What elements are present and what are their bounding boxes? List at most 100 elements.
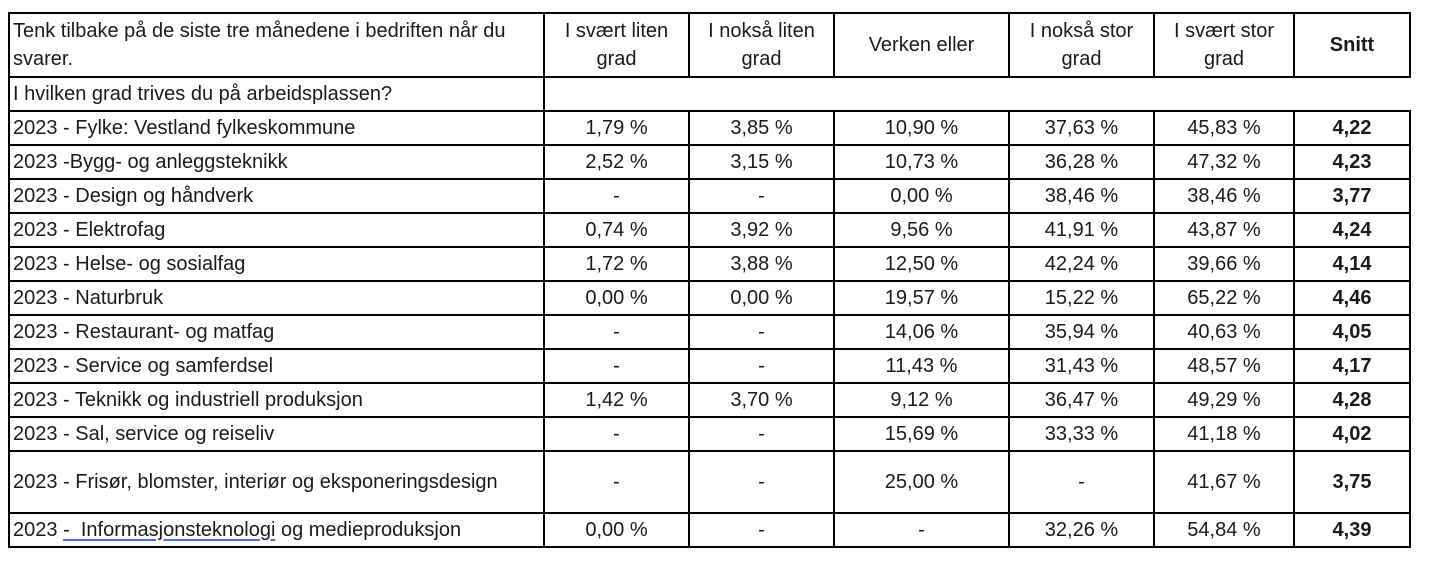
cell-neutral: 10,73 % <box>833 144 1010 180</box>
cell-very-high: 65,22 % <box>1153 280 1295 316</box>
cell-fairly-low: 3,85 % <box>688 110 835 146</box>
cell-fairly-low: - <box>688 314 835 350</box>
cell-very-low: 1,42 % <box>543 382 690 418</box>
table-row: 2023 - Fylke: Vestland fylkeskommune 1,79… <box>8 110 1411 146</box>
cell-very-low: - <box>543 450 690 514</box>
cell-neutral: - <box>833 512 1010 548</box>
cell-average: 4,46 <box>1293 280 1411 316</box>
cell-neutral: 12,50 % <box>833 246 1010 282</box>
cell-very-low: - <box>543 314 690 350</box>
cell-average: 4,14 <box>1293 246 1411 282</box>
cell-fairly-high: 36,28 % <box>1008 144 1155 180</box>
cell-fairly-high: 41,91 % <box>1008 212 1155 248</box>
cell-very-high: 41,18 % <box>1153 416 1295 452</box>
table-row: 2023 - Helse- og sosialfag 1,72 % 3,88 % 12… <box>8 246 1411 282</box>
cell-very-high: 39,66 % <box>1153 246 1295 282</box>
cell-fairly-low: - <box>688 178 835 214</box>
cell-average: 3,77 <box>1293 178 1411 214</box>
row-label: 2023 - Naturbruk <box>8 280 545 316</box>
cell-fairly-low: 3,92 % <box>688 212 835 248</box>
cell-very-low: - <box>543 178 690 214</box>
cell-neutral: 11,43 % <box>833 348 1010 384</box>
cell-fairly-high: 38,46 % <box>1008 178 1155 214</box>
cell-average: 4,28 <box>1293 382 1411 418</box>
cell-neutral: 9,12 % <box>833 382 1010 418</box>
cell-fairly-high: 42,24 % <box>1008 246 1155 282</box>
row-label: 2023 - Fylke: Vestland fylkeskommune <box>8 110 545 146</box>
cell-very-high: 49,29 % <box>1153 382 1295 418</box>
header-row: Tenk tilbake på de siste tre månedene i … <box>8 12 1411 78</box>
cell-fairly-high: 15,22 % <box>1008 280 1155 316</box>
cell-very-high: 47,32 % <box>1153 144 1295 180</box>
cell-very-high: 45,83 % <box>1153 110 1295 146</box>
cell-fairly-low: 3,15 % <box>688 144 835 180</box>
cell-average: 4,39 <box>1293 512 1411 548</box>
cell-neutral: 10,90 % <box>833 110 1010 146</box>
column-header-very-high: I svært stor grad <box>1153 12 1295 78</box>
cell-average: 3,75 <box>1293 450 1411 514</box>
cell-very-low: 0,00 % <box>543 280 690 316</box>
cell-very-high: 54,84 % <box>1153 512 1295 548</box>
cell-fairly-low: - <box>688 416 835 452</box>
section-spacer <box>543 76 1410 112</box>
cell-very-low: 0,74 % <box>543 212 690 248</box>
cell-average: 4,05 <box>1293 314 1411 350</box>
cell-very-high: 38,46 % <box>1153 178 1295 214</box>
row-label: 2023 - Teknikk og industriell produksjon <box>8 382 545 418</box>
column-header-fairly-low: I nokså liten grad <box>688 12 835 78</box>
row-label-link[interactable]: - Informasjonsteknologi <box>63 518 276 541</box>
row-label: 2023 - Elektrofag <box>8 212 545 248</box>
cell-fairly-high: 35,94 % <box>1008 314 1155 350</box>
column-header-neutral: Verken eller <box>833 12 1010 78</box>
row-label-prefix: 2023 <box>13 518 64 541</box>
column-header-fairly-high: I nokså stor grad <box>1008 12 1155 78</box>
cell-very-low: 0,00 % <box>543 512 690 548</box>
column-header-very-low: I svært liten grad <box>543 12 690 78</box>
data-rows: 2023 - Fylke: Vestland fylkeskommune 1,79… <box>8 110 1411 548</box>
table-row: 2023 - Frisør, blomster, interiør og eks… <box>8 450 1411 514</box>
row-label: 2023 -Bygg- og anleggsteknikk <box>8 144 545 180</box>
cell-neutral: 25,00 % <box>833 450 1010 514</box>
cell-very-low: 2,52 % <box>543 144 690 180</box>
row-label: 2023 - Informasjonsteknologi og mediepro… <box>8 512 545 548</box>
cell-fairly-low: 3,88 % <box>688 246 835 282</box>
cell-fairly-low: 0,00 % <box>688 280 835 316</box>
cell-fairly-high: 32,26 % <box>1008 512 1155 548</box>
row-label: 2023 - Frisør, blomster, interiør og eks… <box>8 450 545 514</box>
cell-very-low: 1,72 % <box>543 246 690 282</box>
survey-table: Tenk tilbake på de siste tre månedene i … <box>8 12 1411 548</box>
cell-fairly-high: 31,43 % <box>1008 348 1155 384</box>
table-row: 2023 - Service og samferdsel - -11,43 % 31,… <box>8 348 1411 384</box>
cell-very-low: 1,79 % <box>543 110 690 146</box>
row-label: 2023 - Restaurant- og matfag <box>8 314 545 350</box>
cell-fairly-high: 37,63 % <box>1008 110 1155 146</box>
table-row: 2023 - Informasjonsteknologi og mediepro… <box>8 512 1411 548</box>
cell-average: 4,24 <box>1293 212 1411 248</box>
cell-neutral: 15,69 % <box>833 416 1010 452</box>
table-row: 2023 - Teknikk og industriell produksjon… <box>8 382 1411 418</box>
cell-neutral: 19,57 % <box>833 280 1010 316</box>
table-row: 2023 - Design og håndverk - -0,00 % 38,46 %… <box>8 178 1411 214</box>
table-row: 2023 -Bygg- og anleggsteknikk 2,52 % 3,15 … <box>8 144 1411 180</box>
cell-average: 4,22 <box>1293 110 1411 146</box>
cell-very-high: 43,87 % <box>1153 212 1295 248</box>
cell-very-high: 40,63 % <box>1153 314 1295 350</box>
row-label: 2023 - Helse- og sosialfag <box>8 246 545 282</box>
table-row: 2023 - Naturbruk 0,00 % 0,00 % 19,57 % 15,22… <box>8 280 1411 316</box>
cell-neutral: 14,06 % <box>833 314 1010 350</box>
row-label-suffix: og medieproduksjon <box>275 518 462 541</box>
cell-average: 4,23 <box>1293 144 1411 180</box>
cell-very-low: - <box>543 348 690 384</box>
table-row: 2023 - Elektrofag 0,74 % 3,92 % 9,56 % 41,91… <box>8 212 1411 248</box>
row-label: 2023 - Design og håndverk <box>8 178 545 214</box>
row-label: 2023 - Sal, service og reiseliv <box>8 416 545 452</box>
cell-fairly-low: - <box>688 512 835 548</box>
section-question: I hvilken grad trives du på arbeidsplass… <box>8 76 545 112</box>
cell-neutral: 0,00 % <box>833 178 1010 214</box>
cell-average: 4,17 <box>1293 348 1411 384</box>
column-header-average: Snitt <box>1293 12 1411 78</box>
cell-very-high: 48,57 % <box>1153 348 1295 384</box>
cell-neutral: 9,56 % <box>833 212 1010 248</box>
cell-average: 4,02 <box>1293 416 1411 452</box>
table-row: 2023 - Sal, service og reiseliv - -15,69 %… <box>8 416 1411 452</box>
